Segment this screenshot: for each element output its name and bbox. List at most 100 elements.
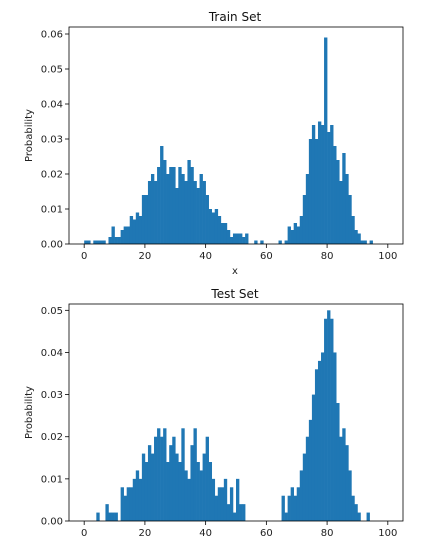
test-bar — [114, 512, 118, 521]
test-x-tick-label: 40 — [199, 528, 212, 537]
test-bar — [126, 487, 131, 521]
test-y-ticks: 0.00 0.01 0.02 0.03 0.04 0.05 — [41, 306, 69, 528]
test-bar — [281, 495, 285, 521]
train-bar — [296, 226, 301, 244]
test-bar — [160, 436, 164, 521]
train-bar — [363, 240, 367, 244]
train-bar — [117, 237, 121, 244]
train-bar — [175, 188, 179, 244]
train-bar — [138, 216, 143, 244]
train-x-ticks: 0 20 40 60 80 100 — [81, 244, 397, 262]
train-bar — [278, 240, 282, 244]
test-bar — [184, 470, 188, 521]
train-bar — [245, 233, 249, 244]
train-bar — [187, 160, 191, 244]
test-y-tick-label: 0.04 — [41, 348, 63, 359]
train-y-tick-label: 0.06 — [41, 30, 63, 41]
train-bar — [360, 240, 364, 244]
test-bar — [181, 428, 185, 521]
test-bar — [144, 462, 149, 521]
test-y-tick-label: 0.02 — [41, 432, 63, 443]
test-bar — [366, 512, 370, 521]
train-bar — [135, 212, 140, 244]
train-bars — [84, 37, 373, 244]
train-bar — [236, 233, 240, 244]
train-bar — [99, 240, 103, 244]
test-bar — [321, 352, 325, 521]
test-bar — [239, 504, 243, 521]
test-bar — [202, 453, 206, 521]
test-bar — [296, 487, 301, 521]
test-bar — [302, 453, 307, 521]
test-x-tick-label: 20 — [139, 528, 152, 537]
train-bar — [199, 174, 203, 244]
train-bar — [260, 240, 264, 244]
test-bar — [293, 495, 298, 521]
test-bar — [314, 369, 319, 521]
train-bar — [290, 230, 294, 244]
test-y-tick-label: 0.05 — [41, 306, 63, 317]
test-set-chart: Test Set 0 20 40 60 80 100 0.000.010.020.030.… — [24, 287, 404, 537]
train-bar — [129, 216, 134, 244]
train-x-tick-label: 20 — [139, 251, 152, 262]
train-bar — [369, 240, 373, 244]
train-bar — [169, 167, 173, 244]
train-bar — [202, 181, 206, 244]
train-bar — [299, 216, 304, 244]
train-bar — [172, 167, 176, 244]
test-chart-title: Test Set — [210, 287, 258, 301]
train-y-tick-label: 0.04 — [41, 100, 63, 111]
test-bar — [339, 436, 343, 521]
test-bar — [299, 470, 304, 521]
train-bar — [141, 195, 146, 244]
test-bar — [150, 453, 155, 521]
train-bar — [327, 132, 331, 244]
train-x-tick-label: 80 — [321, 251, 334, 262]
train-bar — [120, 230, 124, 244]
train-bar — [333, 146, 337, 244]
train-bar — [178, 167, 182, 244]
train-bar — [87, 240, 91, 244]
train-bar — [284, 240, 288, 244]
test-bar — [327, 310, 331, 521]
test-bar — [172, 436, 176, 521]
test-bar — [357, 512, 361, 521]
test-bar — [305, 436, 310, 521]
train-bar — [190, 167, 194, 244]
test-bar — [196, 462, 200, 521]
test-x-tick-label: 60 — [260, 528, 273, 537]
train-x-axis-label: x — [232, 266, 238, 277]
test-bar — [226, 504, 231, 521]
train-bar — [123, 226, 127, 244]
train-bar — [193, 181, 197, 244]
train-bar — [205, 195, 209, 244]
test-y-tick-label: 0.01 — [41, 474, 63, 485]
test-bar — [111, 512, 115, 521]
train-bar — [311, 125, 316, 244]
train-bar — [132, 219, 137, 244]
train-bar — [330, 125, 334, 244]
test-bar — [123, 495, 127, 521]
train-bar — [157, 167, 161, 244]
test-bar — [205, 436, 209, 521]
train-bar — [126, 226, 131, 244]
train-bar — [229, 237, 234, 244]
test-bar — [242, 504, 246, 521]
train-bar — [242, 237, 246, 244]
test-bar — [187, 478, 191, 521]
train-bar — [184, 181, 188, 244]
test-x-tick-label: 0 — [81, 528, 87, 537]
train-bar — [305, 174, 310, 244]
train-y-tick-label: 0.03 — [41, 135, 63, 146]
test-bar — [354, 504, 358, 521]
test-bar — [290, 487, 294, 521]
test-y-axis-label: Probability — [24, 386, 35, 439]
test-bar — [169, 445, 173, 521]
test-x-tick-label: 100 — [378, 528, 397, 537]
train-bar — [166, 174, 170, 244]
test-bar — [345, 445, 349, 521]
train-bar — [214, 209, 219, 244]
test-bar — [348, 470, 352, 521]
test-plot-frame — [68, 303, 404, 522]
